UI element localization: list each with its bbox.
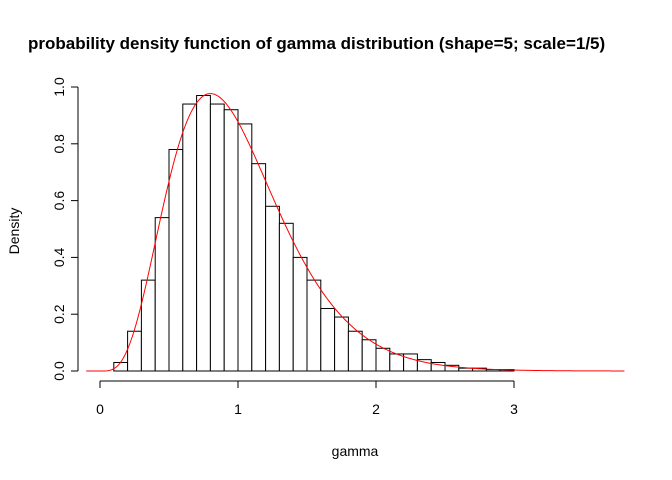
histogram-bar [292, 256, 308, 372]
histogram-bar [237, 123, 253, 372]
y-tick-label: 0.8 [51, 134, 67, 154]
histogram-bar [196, 95, 211, 372]
histogram-bar [361, 339, 377, 372]
histogram-bars [113, 95, 515, 372]
y-axis-label: Density [6, 208, 22, 255]
y-tick-label: 0.4 [51, 247, 67, 267]
y-tick-label: 0.0 [51, 361, 67, 381]
histogram-bar [278, 222, 294, 372]
histogram-bar [347, 330, 363, 372]
histogram-bar [127, 330, 142, 372]
y-tick-label: 0.2 [51, 304, 67, 324]
x-axis-label: gamma [332, 443, 379, 459]
histogram-bar [306, 279, 322, 372]
density-curve [86, 93, 625, 372]
x-tick-label: 1 [234, 401, 242, 417]
histogram-bar [389, 353, 405, 372]
histogram-bar [182, 103, 198, 372]
histogram-bar [334, 316, 349, 372]
x-tick-label: 2 [372, 401, 380, 417]
chart-title: probability density function of gamma di… [28, 34, 605, 53]
y-tick-label: 0.6 [51, 191, 67, 211]
y-axis: 0.0 0.2 0.4 0.6 0.8 1.0 [51, 77, 79, 381]
histogram-bar [251, 163, 267, 372]
histogram-bar [265, 205, 280, 372]
x-axis: 0 1 2 3 [96, 380, 518, 417]
x-tick-label: 0 [96, 401, 104, 417]
histogram-bar [154, 217, 170, 372]
histogram-bar [320, 308, 336, 372]
histogram-bar [403, 353, 418, 372]
histogram-bar [375, 347, 391, 372]
y-tick-label: 1.0 [51, 77, 67, 97]
histogram-bar [168, 148, 184, 372]
histogram-bar [209, 103, 225, 372]
x-tick-label: 3 [510, 401, 518, 417]
histogram-bar [223, 109, 239, 372]
